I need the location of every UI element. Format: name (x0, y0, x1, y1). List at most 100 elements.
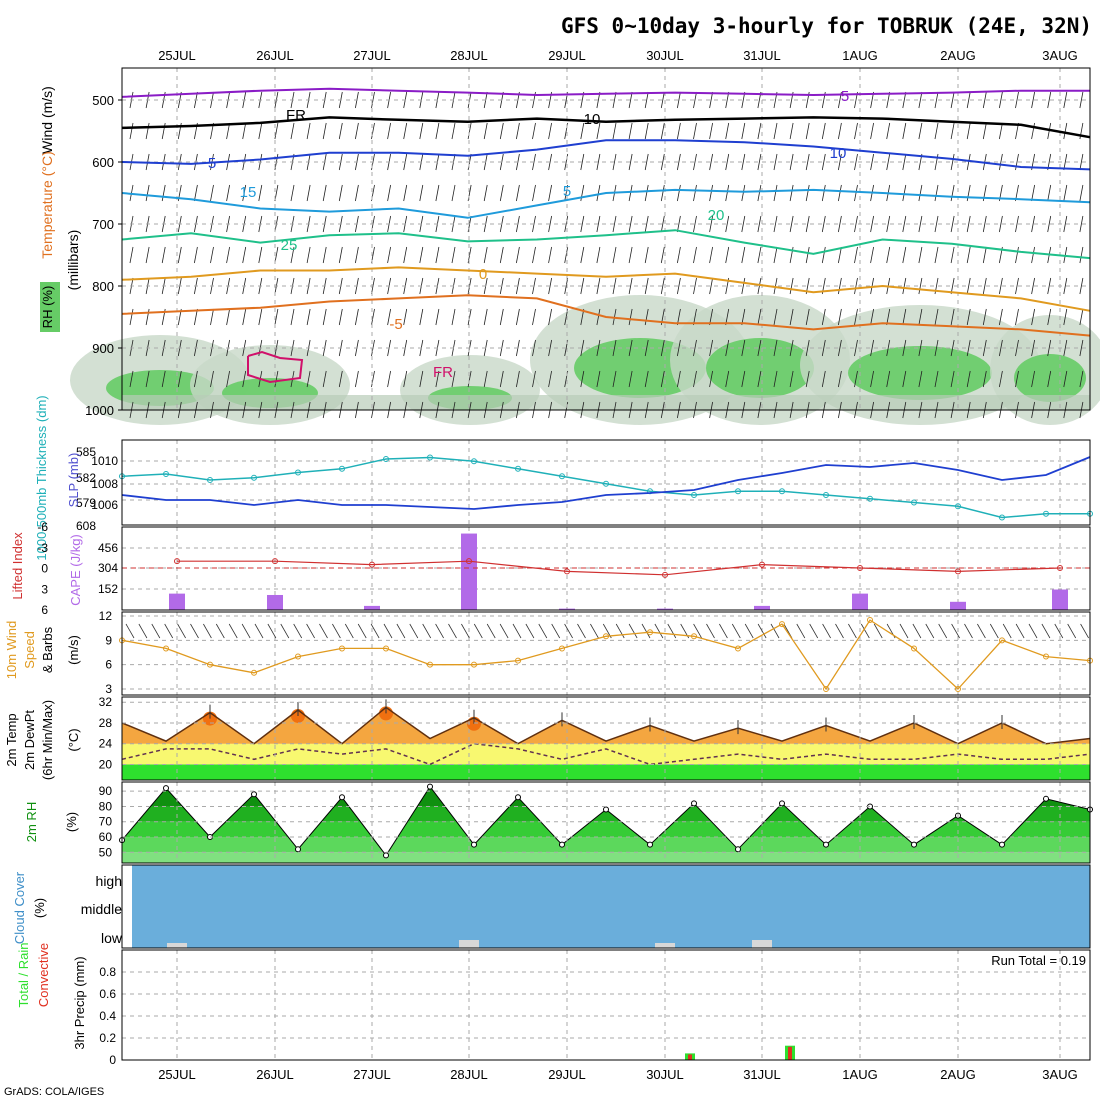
wind-barb (129, 246, 134, 264)
thickness-marker (999, 514, 1005, 521)
wind-barb-10m (1080, 623, 1089, 639)
contour-label: 0 (479, 266, 487, 283)
wind-barb (467, 370, 472, 388)
panel-precip: 0.8 0.6 0.4 0.2 0 Run Total = 0.19 Total / Rai… (16, 942, 1091, 1067)
contour-label: 25 (281, 237, 298, 254)
wind-barb (870, 308, 874, 326)
rh-shading-high (1014, 354, 1086, 402)
rh-marker (427, 783, 433, 790)
wind-barb (886, 308, 891, 326)
date-label-bottom: 26JUL (256, 1067, 294, 1082)
wind-barb (194, 246, 198, 264)
wind-barb (838, 277, 842, 295)
wind-barb (999, 277, 1003, 295)
ylabel-speed: Speed (22, 631, 37, 669)
wind-barb (499, 370, 504, 388)
wind-barb-10m (757, 623, 767, 639)
wind-barb (467, 122, 472, 140)
wind-barb (322, 184, 327, 202)
date-label-bottom: 30JUL (646, 1067, 684, 1082)
wind-barb (660, 184, 665, 202)
wind-speed-marker (207, 661, 213, 668)
panel-cloud-cover: high middle low Cloud Cover (%) (12, 864, 1091, 949)
thickness-bottom-tick: 608 (76, 519, 96, 533)
date-label-bottom: 1AUG (842, 1067, 877, 1082)
wind-barb (693, 246, 697, 264)
wind-barb (612, 215, 617, 233)
wind-barb (1063, 339, 1068, 357)
wind-barb (709, 215, 713, 233)
wind-barb (709, 339, 713, 357)
cape-bar (461, 533, 477, 610)
wind-barb-10m (577, 623, 586, 639)
wind-barb (854, 370, 858, 388)
wind-barb (870, 246, 874, 264)
date-label-bottom: 29JUL (548, 1067, 586, 1082)
wind-barb (870, 153, 874, 171)
wind-barb (821, 308, 826, 326)
rh-tick: 50 (99, 845, 113, 859)
wind-barb (355, 184, 359, 202)
wind-barb (322, 246, 327, 264)
contour-label: 10 (584, 111, 601, 128)
wind-barb (403, 308, 408, 326)
wind-barb (789, 308, 794, 326)
wind-barb (854, 184, 858, 202)
panel-frame (121, 439, 1091, 526)
rh-tick: 60 (99, 830, 113, 844)
wind-barb (1063, 308, 1068, 326)
wind-barb (177, 246, 182, 264)
wind-barb (709, 91, 713, 109)
wind-barb (1015, 246, 1019, 264)
rh-marker (383, 852, 389, 859)
wind-barb (580, 215, 585, 233)
wind-barb (725, 339, 730, 357)
wind-barb (483, 122, 488, 140)
wind-barb-10m (1028, 623, 1038, 639)
temp-tick: 28 (99, 716, 113, 730)
wind-barb (709, 122, 713, 140)
wind-barb (741, 339, 746, 357)
wind-barb (644, 91, 649, 109)
wind-barb (950, 246, 955, 264)
temp-tick: 20 (99, 757, 113, 771)
wind-barb (854, 215, 858, 233)
wind-barb (950, 370, 955, 388)
contour-label: 15 (240, 184, 257, 201)
wind-barb (435, 122, 440, 140)
contour-label: 5 (208, 155, 216, 172)
wind-barb (725, 91, 730, 109)
wind-barb (934, 370, 939, 388)
wind-speed-marker (911, 645, 917, 652)
wind-speed-marker (427, 661, 433, 668)
pressure-tick: 900 (92, 341, 114, 356)
wind-barb-10m (293, 623, 303, 639)
panel-thickness-slp: 585 582 579 1010 1008 1006 608 1000-500mb Thick… (34, 395, 1093, 561)
wind-barb (999, 370, 1003, 388)
wind-barb (854, 277, 858, 295)
wind-barb (210, 246, 214, 264)
temp-tick: 24 (99, 737, 113, 751)
wind-barb (403, 370, 408, 388)
wind-barb (644, 370, 649, 388)
rh-band (122, 837, 1090, 853)
ylabel-total-rain: Total / Rain (16, 942, 31, 1007)
wind-barb (1079, 184, 1084, 202)
wind-barb (902, 246, 907, 264)
wind-barb (403, 246, 408, 264)
wind-barb (1063, 91, 1068, 109)
cloud-level-high: high (96, 873, 122, 889)
panel-frame (121, 864, 1091, 949)
wind-barb-10m (1041, 623, 1051, 639)
li-marker (759, 561, 765, 568)
wind-barb (821, 246, 826, 264)
wind-barb (548, 184, 552, 202)
wind-barb (934, 339, 939, 357)
wind-barb (371, 308, 375, 326)
wind-barb (419, 122, 424, 140)
wind-barb-10m (473, 623, 483, 639)
wind-barb (677, 153, 681, 171)
panel-10m-wind: 12 9 6 3 10m Wind Speed & Barbs (m/s) (4, 609, 1093, 696)
wind-barb (564, 215, 569, 233)
wind-barb (693, 153, 697, 171)
